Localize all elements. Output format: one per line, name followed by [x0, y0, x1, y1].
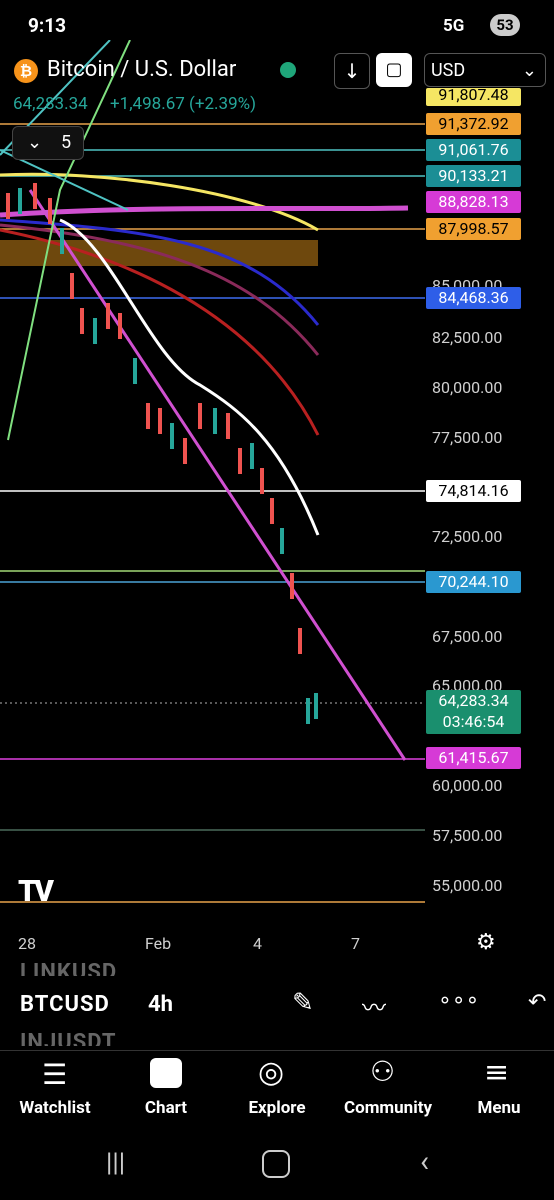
battery: 53	[490, 14, 520, 36]
indicators-button[interactable]: 〰	[362, 994, 386, 1022]
time-axis-label: 4	[253, 934, 262, 953]
indicator-count: 5	[61, 132, 72, 153]
chart-icon	[150, 1058, 182, 1088]
candle	[70, 273, 74, 299]
symbol-item[interactable]: LINKUSD	[20, 960, 118, 976]
nav-item[interactable]: Explore	[248, 1098, 306, 1118]
last-price: 64,283.34	[13, 94, 88, 114]
price-axis-label: 80,000.00	[432, 378, 503, 397]
candle	[238, 448, 242, 474]
price-tag: 61,415.67	[426, 747, 521, 769]
download-button[interactable]: ↓	[334, 53, 370, 89]
price-tag: 74,814.16	[426, 480, 521, 502]
home-button[interactable]	[262, 1150, 290, 1178]
price-axis-label: 55,000.00	[432, 876, 503, 895]
price-tag: 88,828.13	[426, 191, 521, 213]
more-button[interactable]: ∘∘∘	[438, 988, 480, 1013]
undo-button[interactable]: ↶	[528, 990, 547, 1015]
symbol-title[interactable]: Bitcoin / U.S. Dollar	[47, 57, 237, 82]
currency: USD	[431, 60, 466, 81]
candle	[48, 198, 52, 224]
price-axis-label: 72,500.00	[432, 527, 503, 546]
candles	[6, 183, 318, 724]
candle	[18, 188, 22, 214]
nav-item[interactable]: Watchlist	[19, 1098, 91, 1118]
candle	[298, 628, 302, 654]
layout-button[interactable]: ▢	[376, 53, 412, 87]
price-axis-label: 82,500.00	[432, 328, 503, 347]
candle	[198, 403, 202, 429]
nav-item[interactable]: Chart	[144, 1098, 188, 1118]
symbol-item[interactable]: INJUSDT	[20, 1030, 117, 1046]
candle	[260, 468, 264, 494]
price-tag: 64,283.34	[438, 691, 509, 710]
recents-button[interactable]: |||	[106, 1148, 126, 1178]
candle	[6, 193, 10, 219]
explore-icon: ◎	[258, 1055, 285, 1090]
price-axis-label: 60,000.00	[432, 776, 503, 795]
indicators-toggle[interactable]: ⌄ 5	[12, 126, 84, 160]
price-tag: 90,133.21	[426, 165, 521, 187]
price-change: +1,498.67 (+2.39%)	[110, 94, 256, 114]
price-tag: 91,061.76	[426, 139, 521, 161]
clock: 9:13	[28, 14, 67, 37]
coin-icon: ₿	[14, 59, 38, 83]
symbol-item[interactable]: BTCUSD	[20, 992, 110, 1017]
candle	[170, 423, 174, 449]
price-axis-label: 77,500.00	[432, 428, 503, 447]
price-tag: 87,998.57	[426, 218, 521, 240]
candle	[250, 443, 254, 469]
nav-item[interactable]: Menu	[477, 1098, 521, 1118]
price-tag: 91,807.48	[426, 88, 521, 106]
time-axis-label: 28	[18, 934, 36, 953]
price-tag: 84,468.36	[426, 287, 521, 309]
candle	[314, 693, 318, 719]
community-icon: ⚇	[370, 1055, 396, 1088]
candle	[280, 528, 284, 554]
candle	[93, 318, 97, 344]
nav-item[interactable]: Community	[343, 1098, 433, 1118]
price-axis-label: 57,500.00	[432, 826, 503, 845]
candle	[290, 573, 294, 599]
logo: TV	[18, 874, 54, 909]
price-axis-label: 67,500.00	[432, 627, 503, 646]
candle	[133, 358, 137, 384]
network: 5G	[443, 16, 465, 36]
currency-select[interactable]: USD ⌄	[424, 53, 546, 87]
settings-button[interactable]: ⚙	[476, 930, 496, 955]
draw-button[interactable]: ✎	[292, 988, 314, 1018]
candle	[183, 438, 187, 464]
candle	[213, 408, 217, 434]
back-button[interactable]: ‹	[420, 1144, 430, 1179]
menu-icon: ≡	[484, 1055, 510, 1090]
time-axis-label: 7	[351, 934, 360, 953]
divider	[0, 1050, 554, 1051]
price-tag: 91,372.92	[426, 113, 521, 135]
candle	[33, 183, 37, 209]
candle	[106, 303, 110, 329]
chart-canvas	[0, 40, 425, 903]
candle	[158, 408, 162, 434]
candle	[270, 498, 274, 524]
last-price-tag: 64,283.34 03:46:54	[426, 690, 521, 734]
candle	[146, 403, 150, 429]
market-status	[280, 62, 296, 78]
time-axis-label: Feb	[145, 934, 172, 953]
countdown: 03:46:54	[442, 712, 505, 731]
candle	[60, 228, 64, 254]
candle	[306, 698, 310, 724]
watchlist-icon: ☰	[42, 1058, 68, 1091]
candle	[80, 308, 84, 334]
candle	[226, 413, 230, 439]
interval[interactable]: 4h	[148, 992, 173, 1017]
price-tag: 70,244.10	[426, 571, 521, 593]
moving-averages	[0, 40, 409, 761]
candle	[118, 313, 122, 339]
